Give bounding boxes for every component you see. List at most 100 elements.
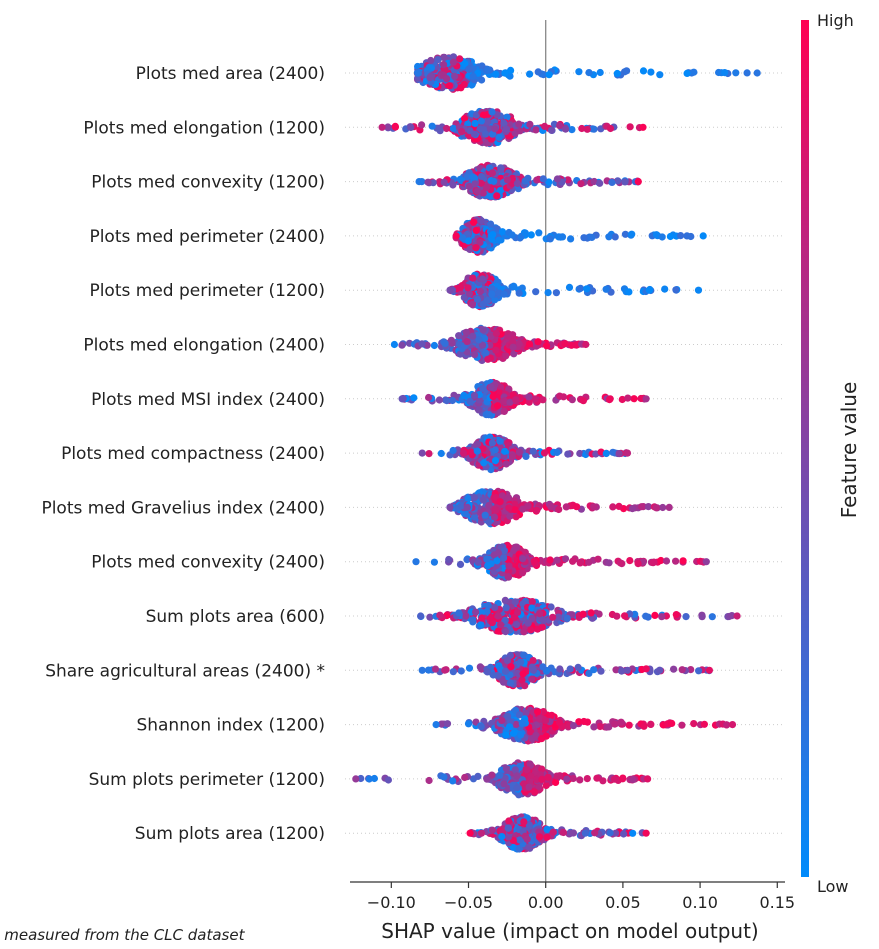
- shap-point: [666, 232, 675, 241]
- shap-point: [473, 447, 481, 455]
- shap-point: [518, 719, 526, 728]
- shap-point: [440, 178, 448, 186]
- shap-point: [504, 573, 512, 581]
- shap-point: [490, 513, 499, 521]
- shap-point: [494, 402, 502, 410]
- shap-point: [587, 609, 595, 617]
- shap-point: [514, 608, 522, 617]
- shap-point: [449, 446, 457, 455]
- shap-point: [502, 628, 510, 636]
- shap-point: [484, 118, 492, 126]
- shap-point: [470, 391, 479, 399]
- shap-point: [449, 181, 457, 189]
- shap-point: [583, 775, 591, 783]
- shap-point: [519, 569, 527, 577]
- shap-point: [407, 123, 415, 132]
- shap-point: [605, 559, 613, 567]
- shap-point: [430, 341, 438, 350]
- shap-point: [502, 731, 510, 739]
- shap-point: [526, 70, 534, 78]
- shap-point: [455, 609, 463, 617]
- shap-point: [465, 65, 473, 74]
- shap-point: [482, 349, 490, 357]
- shap-point: [476, 238, 484, 247]
- shap-point: [621, 178, 629, 186]
- shap-point: [530, 557, 538, 565]
- shap-point: [576, 559, 584, 567]
- shap-point: [585, 69, 593, 77]
- shap-point: [469, 616, 477, 624]
- shap-point: [519, 670, 527, 678]
- shap-point: [555, 505, 563, 514]
- shap-point: [708, 613, 716, 621]
- shap-point: [456, 55, 464, 63]
- shap-point: [547, 502, 555, 510]
- shap-point: [488, 169, 496, 177]
- shap-point: [513, 772, 521, 780]
- shap-point: [611, 233, 619, 241]
- shap-point: [507, 66, 515, 74]
- shap-point: [690, 68, 698, 76]
- shap-point: [424, 666, 433, 674]
- shap-point: [613, 612, 621, 620]
- shap-point: [583, 125, 591, 133]
- shap-point: [484, 65, 492, 73]
- shap-point: [459, 234, 467, 242]
- shap-point: [753, 69, 761, 77]
- shap-point: [544, 289, 552, 297]
- shap-point: [464, 284, 472, 292]
- shap-point: [476, 663, 484, 671]
- shap-point: [665, 503, 673, 511]
- shap-point: [512, 396, 520, 404]
- shap-point: [509, 343, 517, 351]
- shap-point: [515, 289, 523, 297]
- shap-point: [479, 384, 487, 392]
- shap-point: [596, 722, 604, 731]
- shap-point: [500, 119, 508, 127]
- shap-point: [458, 128, 466, 136]
- shap-point: [602, 285, 610, 293]
- shap-point: [652, 504, 660, 512]
- shap-point: [424, 178, 432, 186]
- shap-point: [642, 665, 650, 673]
- shap-point: [465, 664, 474, 672]
- shap-point: [473, 295, 482, 304]
- shap-point: [440, 773, 448, 781]
- shap-point: [533, 506, 541, 514]
- shap-point: [443, 75, 451, 83]
- shap-point: [515, 448, 524, 456]
- shap-point: [484, 296, 492, 304]
- shap-point: [461, 60, 469, 68]
- shap-point: [590, 503, 598, 511]
- shap-point: [590, 177, 598, 186]
- shap-point: [493, 192, 501, 200]
- shap-point: [528, 675, 536, 683]
- shap-point: [519, 555, 527, 563]
- shap-point: [500, 554, 508, 562]
- shap-point: [596, 68, 604, 77]
- shap-point: [512, 621, 521, 629]
- shap-point: [523, 766, 531, 774]
- shap-point: [678, 721, 686, 729]
- shap-point: [469, 72, 477, 80]
- shap-point: [491, 446, 499, 454]
- shap-point: [522, 452, 530, 460]
- shap-point: [502, 352, 510, 360]
- shap-point: [491, 125, 499, 133]
- shap-point: [582, 340, 590, 349]
- shap-point: [614, 177, 622, 185]
- shap-point: [564, 450, 572, 458]
- shap-point: [498, 716, 506, 725]
- shap-point: [623, 666, 632, 674]
- shap-point: [492, 346, 500, 354]
- shap-point: [546, 556, 554, 564]
- shap-point: [425, 776, 433, 785]
- shap-point: [743, 69, 751, 77]
- shap-point: [526, 120, 534, 128]
- shap-point: [661, 285, 669, 293]
- shap-point: [431, 665, 440, 673]
- shap-point: [652, 231, 661, 239]
- shap-point: [484, 562, 492, 570]
- shap-point: [508, 231, 516, 239]
- shap-point: [488, 285, 496, 293]
